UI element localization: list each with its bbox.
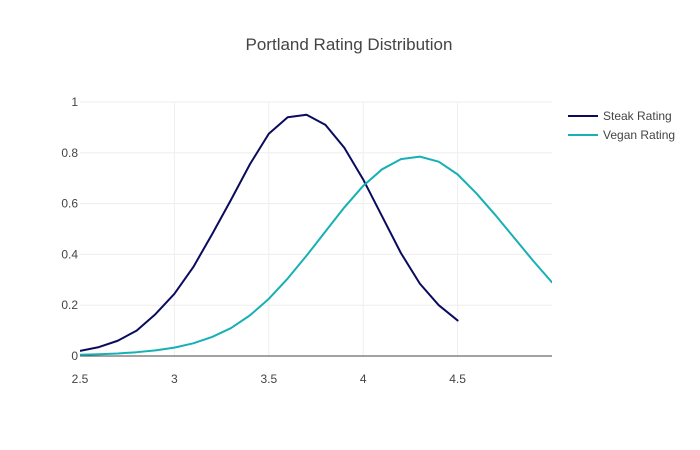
legend-item-vegan-rating[interactable]: Vegan Rating [568,128,675,142]
x-tick-label: 3.5 [260,372,277,386]
x-tick-label: 2.5 [72,372,89,386]
legend-label: Vegan Rating [603,128,675,142]
gridlines [80,101,552,356]
chart-title: Portland Rating Distribution [246,35,453,54]
y-tick-label: 0.8 [61,146,78,160]
y-tick-label: 0.2 [61,298,78,312]
x-tick-label: 4.5 [449,372,466,386]
series-line-vegan-rating[interactable] [80,155,552,356]
y-tick-label: 0.6 [61,197,78,211]
series-lines [80,113,552,356]
series-line-steak-rating[interactable] [80,113,459,352]
legend-item-steak-rating[interactable]: Steak Rating [568,109,672,123]
x-tick-label: 3 [171,372,178,386]
y-tick-label: 0 [71,349,78,363]
legend-label: Steak Rating [603,109,672,123]
x-tick-label: 4 [360,372,367,386]
y-tick-label: 0.4 [61,247,78,261]
y-tick-label: 1 [71,95,78,109]
axes: 2.5 3 3.5 4 4.5 0 0.2 0.4 0.6 0.8 1 [61,95,552,386]
legend[interactable]: Steak Rating Vegan Rating [568,109,675,142]
